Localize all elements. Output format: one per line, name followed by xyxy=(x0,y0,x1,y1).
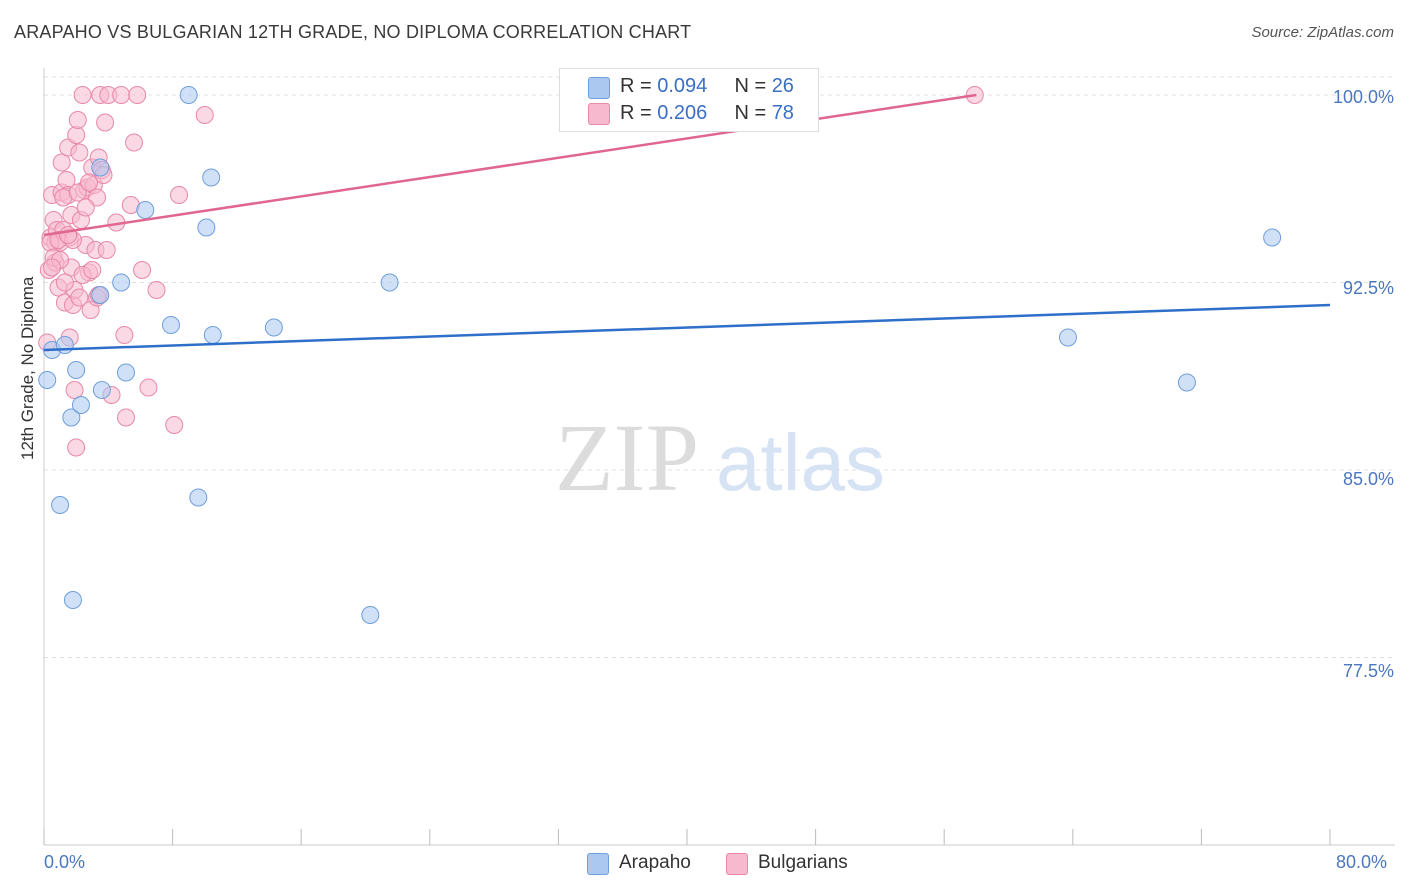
bulgarians-stats: R = 0.206 N = 78 xyxy=(620,102,794,125)
bulgarians-trend-line xyxy=(43,93,977,237)
arapaho-point xyxy=(116,363,135,382)
arapaho-point xyxy=(361,606,380,624)
arapaho-point xyxy=(202,168,221,187)
bulgarians-r-label: R = xyxy=(620,102,658,124)
stats-legend: R = 0.094 N = 26 R = 0.206 N = 78 xyxy=(559,68,819,132)
bulgarians-legend-label: Bulgarians xyxy=(758,852,848,873)
bulgarians-swatch xyxy=(588,103,610,125)
arapaho-point xyxy=(71,396,90,414)
bulgarians-point xyxy=(73,86,92,104)
bulgarians-point xyxy=(68,183,87,202)
bulgarians-r-value: 0.206 xyxy=(657,102,708,124)
bulgarians-point xyxy=(112,86,131,104)
arapaho-point xyxy=(62,408,81,427)
watermark-atlas: atlas xyxy=(716,418,885,507)
arapaho-point xyxy=(136,201,155,219)
bulgarians-point xyxy=(195,106,214,124)
bulgarians-point xyxy=(59,226,78,244)
arapaho-point xyxy=(55,336,74,354)
bulgarians-point xyxy=(97,241,116,259)
x-tick-label-max: 80.0% xyxy=(1336,852,1388,872)
arapaho-n-value: 26 xyxy=(771,75,794,97)
arapaho-r-label: R = xyxy=(620,75,658,97)
arapaho-trend-line xyxy=(43,303,1331,352)
x-tick-label-min: 0.0% xyxy=(44,852,86,872)
bulgarians-point xyxy=(68,111,87,129)
arapaho-point xyxy=(92,381,111,399)
arapaho-point xyxy=(112,273,131,292)
bulgarians-point xyxy=(96,113,115,132)
arapaho-swatch xyxy=(588,77,610,99)
arapaho-stats: R = 0.094 N = 26 xyxy=(620,75,794,98)
y-tick-label: 100.0% xyxy=(1332,87,1394,107)
watermark-zip: ZIP xyxy=(555,404,699,511)
bulgarians-point xyxy=(80,173,99,192)
bulgarians-point xyxy=(76,198,95,217)
y-axis-label: 12th Grade, No Diploma xyxy=(18,276,37,460)
arapaho-point xyxy=(63,591,82,609)
arapaho-point xyxy=(91,286,110,304)
bulgarians-point xyxy=(147,281,166,299)
arapaho-point xyxy=(380,273,399,292)
y-tick-label: 85.0% xyxy=(1342,469,1394,489)
arapaho-point xyxy=(91,158,110,177)
bulgarians-point xyxy=(65,381,84,399)
source-label: Source: ZipAtlas.com xyxy=(1251,24,1394,41)
arapaho-n-label: N = xyxy=(734,75,772,97)
bulgarians-n-label: N = xyxy=(734,102,772,124)
bulgarians-point xyxy=(170,186,189,204)
bulgarians-point xyxy=(139,378,158,397)
y-tick-label: 77.5% xyxy=(1342,661,1394,681)
arapaho-point xyxy=(1177,373,1196,392)
arapaho-legend-label: Arapaho xyxy=(619,852,691,873)
arapaho-points xyxy=(38,86,1282,624)
bulgarians-point xyxy=(116,408,135,427)
bulgarians-points xyxy=(38,86,984,457)
trend-lines xyxy=(43,93,1331,352)
bulgarians-point xyxy=(125,133,144,152)
arapaho-point xyxy=(1263,228,1282,247)
bulgarians-point xyxy=(70,288,89,307)
bulgarians-point xyxy=(52,153,71,172)
bulgarians-point xyxy=(67,438,86,457)
y-tick-label: 92.5% xyxy=(1342,278,1394,298)
bulgarians-point xyxy=(67,126,86,144)
bulgarians-point xyxy=(128,86,147,104)
bulgarians-point xyxy=(43,258,62,277)
arapaho-point xyxy=(197,218,216,237)
arapaho-point xyxy=(1058,328,1077,347)
arapaho-point xyxy=(67,361,86,379)
bulgarians-n-value: 78 xyxy=(771,102,794,124)
bulgarians-point xyxy=(165,416,184,434)
arapaho-legend-swatch xyxy=(587,853,609,875)
arapaho-r-value: 0.094 xyxy=(657,75,708,97)
bulgarians-point xyxy=(133,261,152,279)
watermark: ZIP atlas xyxy=(555,404,885,511)
bulgarians-point xyxy=(70,143,89,162)
bulgarians-point xyxy=(115,326,134,344)
arapaho-point xyxy=(179,86,198,104)
bulgarians-legend-swatch xyxy=(726,853,748,875)
arapaho-point xyxy=(264,318,283,337)
bulgarians-point xyxy=(55,273,74,292)
arapaho-point xyxy=(38,371,57,389)
arapaho-point xyxy=(203,326,222,344)
arapaho-point xyxy=(161,316,180,334)
bulgarians-point xyxy=(88,188,107,207)
bulgarians-point xyxy=(83,261,102,279)
chart-title: ARAPAHO VS BULGARIAN 12TH GRADE, NO DIPL… xyxy=(14,22,692,42)
arapaho-point xyxy=(51,496,70,514)
gridlines xyxy=(44,76,1395,658)
arapaho-point xyxy=(189,488,208,507)
